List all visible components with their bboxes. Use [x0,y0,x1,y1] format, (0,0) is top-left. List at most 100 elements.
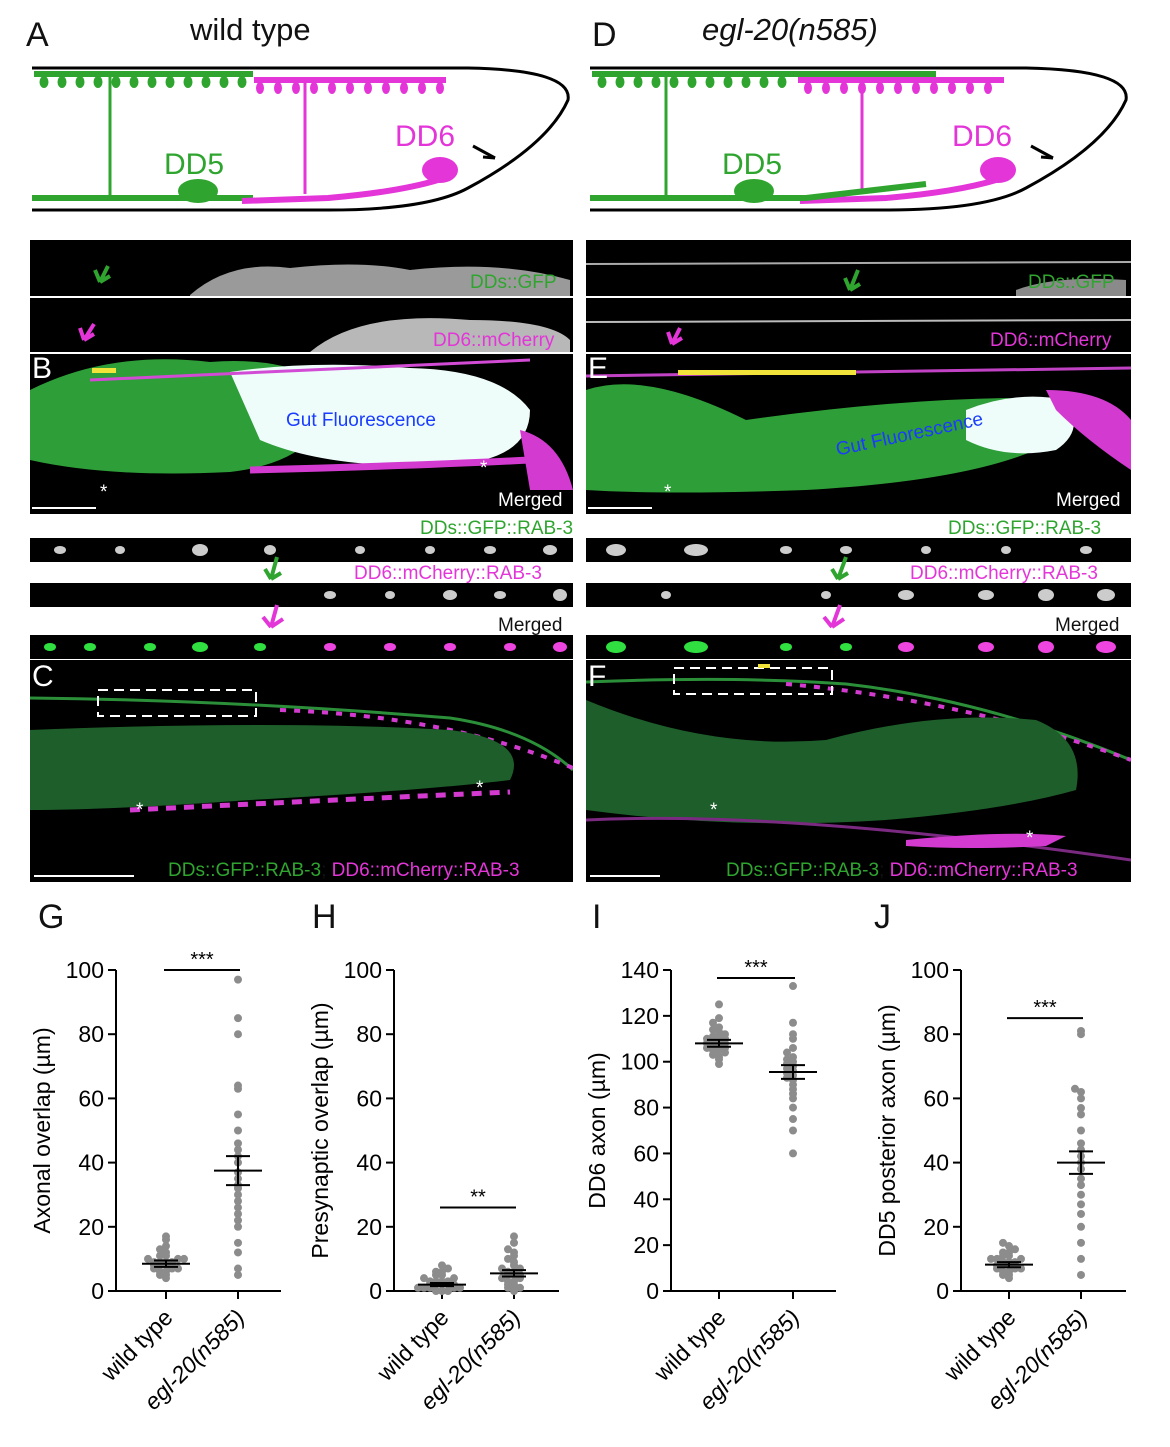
data-point [789,1018,797,1027]
data-point [504,1245,512,1254]
f-strip-gfp [586,538,1131,562]
data-point [510,1287,518,1295]
data-point [999,1238,1007,1247]
data-point [444,1287,452,1295]
data-point [234,1203,242,1212]
c-arrows [261,556,285,629]
y-tick-label: 100 [344,957,382,983]
panel-letter-f: F [588,660,607,693]
y-tick-label: 100 [66,957,104,983]
data-point [1077,1254,1085,1263]
data-point [234,975,242,984]
dd5-label-d: DD5 [722,148,783,181]
y-tick-label: 80 [633,1095,659,1121]
data-point [234,1238,242,1247]
data-point [789,1043,797,1052]
y-tick-label: 60 [923,1085,949,1111]
panel-letter-h: H [312,898,337,936]
panel-letter-a: A [26,16,49,54]
data-point [1077,1139,1085,1148]
panel-title-egl20: egl-20(n585) [702,12,878,47]
y-tick-label: 140 [621,957,659,983]
data-point [234,1222,242,1231]
c-bottom-sep: ; [321,860,327,881]
panel-letter-e: E [588,352,609,385]
b-asterisk-2: * [480,458,488,479]
data-point [234,1209,242,1218]
y-tick-label: 60 [78,1085,104,1111]
data-point [789,982,797,991]
y-tick-label: 100 [621,1049,659,1075]
data-point [162,1242,170,1251]
data-point [789,1103,797,1112]
data-point [438,1261,446,1270]
c-strip-mcherry [30,583,573,607]
data-point [510,1238,518,1247]
c-strip-label-gfp: DDs::GFP::RAB-3 [420,518,574,539]
data-point [234,1270,242,1279]
data-point [1011,1245,1019,1254]
micrograph-f [586,660,1131,882]
y-tick-label: 0 [936,1278,949,1304]
data-point [510,1232,518,1241]
data-point [156,1251,164,1260]
data-point [789,1126,797,1135]
data-point [510,1277,518,1286]
y-axis-label: DD5 posterior axon (µm) [874,1004,900,1256]
schematic-wild-type [32,66,570,212]
c-asterisk-2: * [476,778,484,799]
data-point [438,1267,446,1276]
significance-label: *** [1033,997,1057,1019]
data-point [789,1115,797,1124]
data-point [420,1274,428,1283]
data-point [993,1254,1001,1263]
micrograph-b [30,240,573,514]
y-tick-label: 100 [911,957,949,983]
y-tick-label: 0 [91,1278,104,1304]
data-point [234,1030,242,1039]
data-point [450,1274,458,1283]
data-point [783,1048,791,1057]
y-tick-label: 20 [923,1214,949,1240]
y-tick-label: 20 [78,1214,104,1240]
data-point [715,1053,723,1062]
e-label-mcherry: DD6::mCherry [990,330,1112,351]
data-point [1077,1026,1085,1035]
data-point [1005,1267,1013,1276]
data-point [162,1267,170,1276]
data-point [709,1025,717,1034]
b-gut-label: Gut Fluorescence [286,410,436,431]
dd5-label-a: DD5 [164,148,225,181]
y-tick-label: 0 [369,1278,382,1304]
b-merged-label: Merged [498,490,563,511]
data-point [709,1018,717,1027]
y-axis-label: Presynaptic overlap (µm) [307,1002,333,1258]
data-point [234,1081,242,1090]
dd6-label-d: DD6 [952,120,1013,153]
data-point [414,1283,422,1292]
dd6-synapses [256,82,444,94]
f-bottom-sep: ; [879,860,885,881]
significance-label: ** [470,1187,486,1209]
data-point [789,1030,797,1039]
f-strip-mcherry [586,583,1131,607]
micrograph-e [586,240,1131,514]
c-bottom-mch: DD6::mCherry::RAB-3 [331,860,520,881]
micrograph-c [30,660,573,882]
data-point [789,1149,797,1158]
data-point [510,1248,518,1257]
b-label-mcherry: DD6::mCherry [433,330,555,351]
data-point [1077,1094,1085,1103]
micrograph-b-art [30,264,573,509]
f-strip-merged [586,635,1131,659]
f-arrows [822,556,850,629]
panel-letter-d: D [592,16,617,54]
data-point [456,1283,464,1292]
y-tick-label: 40 [923,1150,949,1176]
data-point [1071,1084,1079,1093]
b-asterisk-1: * [100,482,108,503]
data-point [999,1248,1007,1257]
y-tick-label: 20 [633,1232,659,1258]
f-strip-label-gfp: DDs::GFP::RAB-3 [948,518,1102,539]
